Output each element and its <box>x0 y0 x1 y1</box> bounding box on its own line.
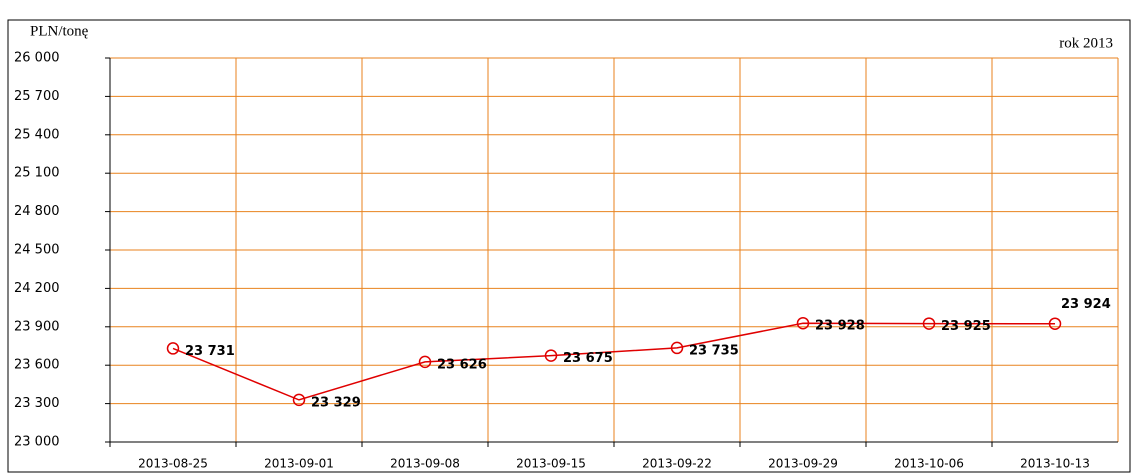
value-label: 23 925 <box>941 319 991 334</box>
y-tick-label: 23 600 <box>14 358 60 373</box>
y-tick-label: 23 000 <box>14 435 60 450</box>
value-label: 23 924 <box>1061 297 1111 312</box>
line <box>172 322 1056 401</box>
x-tick-label: 2013-09-01 <box>264 457 334 471</box>
value-label: 23 675 <box>563 351 613 366</box>
value-label: 23 735 <box>689 343 739 358</box>
x-tick-label: 2013-09-29 <box>768 457 838 471</box>
x-tick-label: 2013-09-22 <box>642 457 712 471</box>
marker <box>418 355 432 369</box>
marker <box>166 342 180 355</box>
chart-frame <box>7 19 1131 473</box>
x-tick-label: 2013-10-13 <box>1020 457 1090 471</box>
y-tick-label: 23 900 <box>14 319 60 334</box>
marker <box>1048 317 1062 330</box>
x-tick-label: 2013-10-06 <box>894 457 964 471</box>
x-tick-label: 2013-09-08 <box>390 457 460 471</box>
marker <box>796 316 810 330</box>
y-tick-label: 25 700 <box>14 89 60 104</box>
marker <box>922 317 936 330</box>
x-tick-label: 2013-08-25 <box>138 457 208 471</box>
y-tick-label: 25 400 <box>14 127 60 142</box>
y-tick-label: 24 200 <box>14 281 60 296</box>
marker <box>670 341 684 355</box>
marker <box>544 349 558 362</box>
y-axis-label: PLN/tonę <box>30 23 89 39</box>
x-tick-label: 2013-09-15 <box>516 457 586 471</box>
y-tick-label: 25 100 <box>14 166 60 181</box>
value-label: 23 928 <box>815 319 865 334</box>
y-tick-label: 24 500 <box>14 243 60 258</box>
value-label: 23 731 <box>185 344 235 359</box>
marker <box>292 393 306 407</box>
y-tick-label: 26 000 <box>14 51 60 66</box>
annotation: rok 2013 <box>1059 35 1113 51</box>
y-tick-label: 23 300 <box>14 396 60 411</box>
value-label: 23 329 <box>311 395 361 410</box>
y-tick-label: 24 800 <box>14 204 60 219</box>
value-label: 23 626 <box>437 357 487 372</box>
